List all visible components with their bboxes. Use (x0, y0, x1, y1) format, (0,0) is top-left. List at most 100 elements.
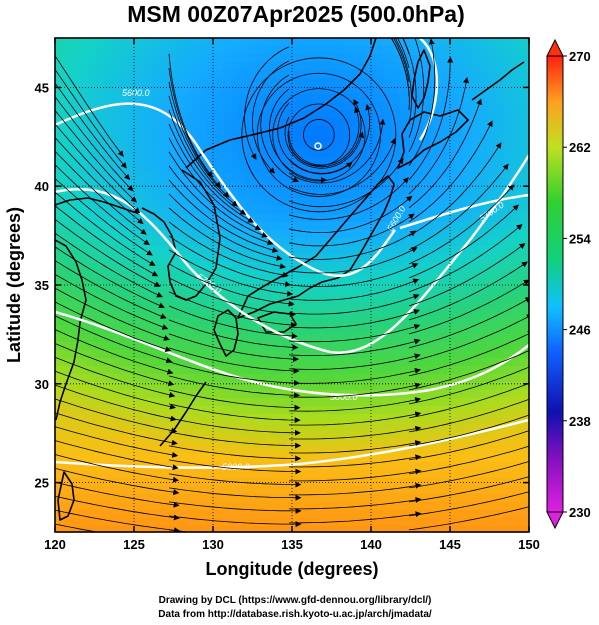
field-cell (415, 494, 424, 503)
field-cell (455, 54, 464, 63)
field-cell (183, 302, 192, 311)
field-cell (63, 278, 72, 287)
field-cell (127, 382, 136, 391)
field-cell (527, 118, 529, 127)
field-cell (271, 358, 280, 367)
field-cell (407, 254, 416, 263)
field-cell (439, 342, 448, 351)
field-cell (319, 166, 328, 175)
field-cell (367, 302, 376, 311)
field-cell (423, 198, 432, 207)
field-cell (159, 382, 168, 391)
field-cell (311, 470, 320, 479)
field-cell (119, 46, 128, 55)
field-cell (263, 326, 272, 335)
field-cell (87, 374, 96, 383)
field-cell (263, 398, 272, 407)
field-cell (399, 78, 408, 87)
field-cell (263, 502, 272, 511)
field-cell (223, 262, 232, 271)
field-cell (127, 366, 136, 375)
field-cell (383, 214, 392, 223)
field-cell (399, 470, 408, 479)
field-cell (255, 294, 264, 303)
field-cell (199, 270, 208, 279)
field-cell (287, 438, 296, 447)
field-cell (303, 46, 312, 55)
field-cell (367, 398, 376, 407)
field-cell (511, 294, 520, 303)
field-cell (111, 166, 120, 175)
field-cell (119, 78, 128, 87)
field-cell (399, 526, 408, 532)
field-cell (175, 350, 184, 359)
field-cell (143, 454, 152, 463)
field-cell (231, 174, 240, 183)
field-cell (471, 518, 480, 527)
field-cell (423, 70, 432, 79)
field-cell (407, 270, 416, 279)
field-cell (215, 198, 224, 207)
field-cell (455, 406, 464, 415)
field-cell (423, 326, 432, 335)
field-cell (287, 374, 296, 383)
streamline (168, 459, 302, 475)
field-cell (415, 230, 424, 239)
field-cell (495, 438, 504, 447)
field-cell (527, 230, 529, 239)
field-cell (375, 446, 384, 455)
field-cell (431, 454, 440, 463)
field-cell (263, 174, 272, 183)
field-cell (295, 518, 304, 527)
field-cell (295, 422, 304, 431)
field-cell (271, 494, 280, 503)
field-cell (407, 326, 416, 335)
field-cell (303, 366, 312, 375)
field-cell (319, 438, 328, 447)
field-cell (191, 126, 200, 135)
field-cell (191, 86, 200, 95)
field-cell (199, 318, 208, 327)
field-cell (463, 102, 472, 111)
field-cell (407, 150, 416, 159)
field-cell (159, 158, 168, 167)
field-cell (311, 478, 320, 487)
streamline (288, 195, 413, 234)
field-cell (359, 134, 368, 143)
field-cell (167, 246, 176, 255)
field-cell (71, 142, 80, 151)
field-cell (239, 54, 248, 63)
field-cell (503, 62, 512, 71)
field-cell (111, 446, 120, 455)
field-cell (111, 358, 120, 367)
streamline (55, 164, 150, 246)
field-cell (527, 462, 529, 471)
field-cell (71, 246, 80, 255)
field-cell (303, 246, 312, 255)
streamline (55, 495, 180, 521)
field-cell (447, 358, 456, 367)
field-cell (455, 94, 464, 103)
field-cell (71, 198, 80, 207)
field-cell (239, 518, 248, 527)
field-cell (527, 254, 529, 263)
field-cell (151, 398, 160, 407)
field-cell (399, 502, 408, 511)
field-cell (175, 222, 184, 231)
field-cell (231, 310, 240, 319)
field-cell (447, 270, 456, 279)
field-cell (183, 134, 192, 143)
field-cell (335, 270, 344, 279)
field-cell (223, 414, 232, 423)
field-cell (367, 414, 376, 423)
field-cell (135, 414, 144, 423)
field-cell (111, 294, 120, 303)
field-cell (247, 270, 256, 279)
field-cell (495, 110, 504, 119)
streamline (408, 120, 493, 223)
field-cell (143, 278, 152, 287)
field-cell (175, 86, 184, 95)
field-cell (383, 446, 392, 455)
field-cell (63, 142, 72, 151)
field-cell (471, 454, 480, 463)
